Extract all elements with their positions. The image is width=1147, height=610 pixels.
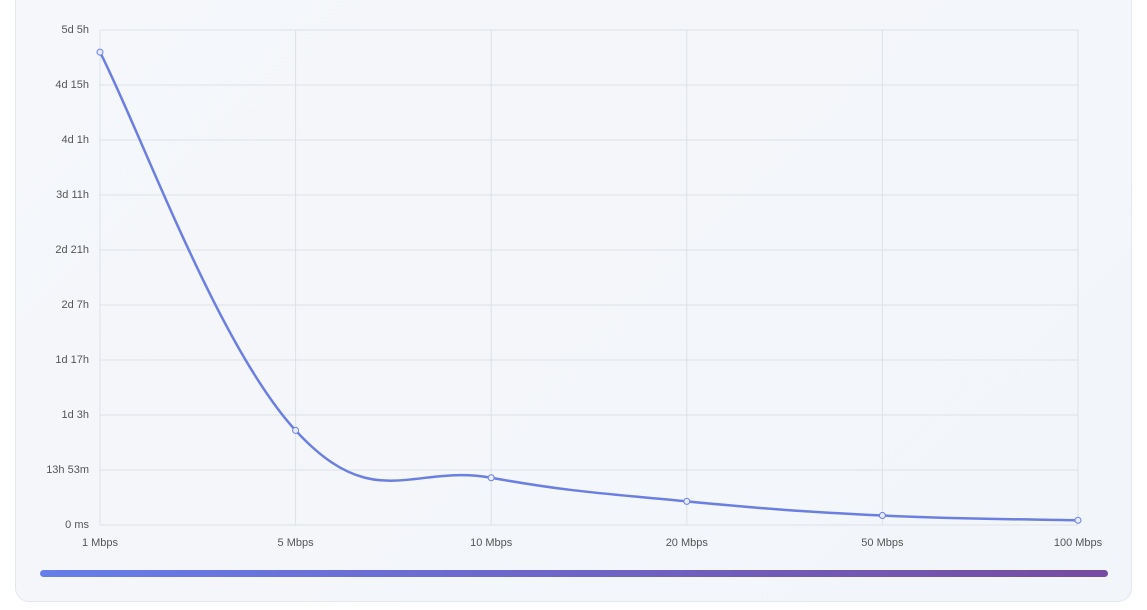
point	[878, 512, 886, 520]
line	[98, 51, 1079, 522]
x-tick-label: 50 Mbps	[861, 537, 904, 549]
point	[96, 48, 104, 56]
progress-bar	[40, 570, 1108, 577]
point	[292, 426, 300, 434]
x-tick-label: 1 Mbps	[82, 537, 119, 549]
y-tick-label: 5d 5h	[61, 24, 89, 36]
chart-card	[15, 0, 1132, 602]
point	[1074, 516, 1082, 524]
y-tick-label: 2d 7h	[61, 299, 89, 311]
y-tick-label: 4d 15h	[55, 79, 89, 91]
y-tick-label: 4d 1h	[61, 134, 89, 146]
x-tick-label: 20 Mbps	[666, 537, 709, 549]
y-tick-label: 1d 3h	[61, 409, 89, 421]
x-tick-label: 10 Mbps	[470, 537, 513, 549]
y-tick-label: 3d 11h	[56, 189, 89, 201]
y-tick-label: 13h 53m	[46, 464, 89, 476]
y-tick-label: 2d 21h	[55, 244, 89, 256]
point	[487, 474, 495, 482]
x-tick-label: 5 Mbps	[278, 537, 315, 549]
y-tick-label: 0 ms	[65, 519, 89, 531]
x-tick-label: 100 Mbps	[1054, 537, 1103, 549]
point	[683, 497, 691, 505]
y-tick-label: 1d 17h	[55, 354, 89, 366]
